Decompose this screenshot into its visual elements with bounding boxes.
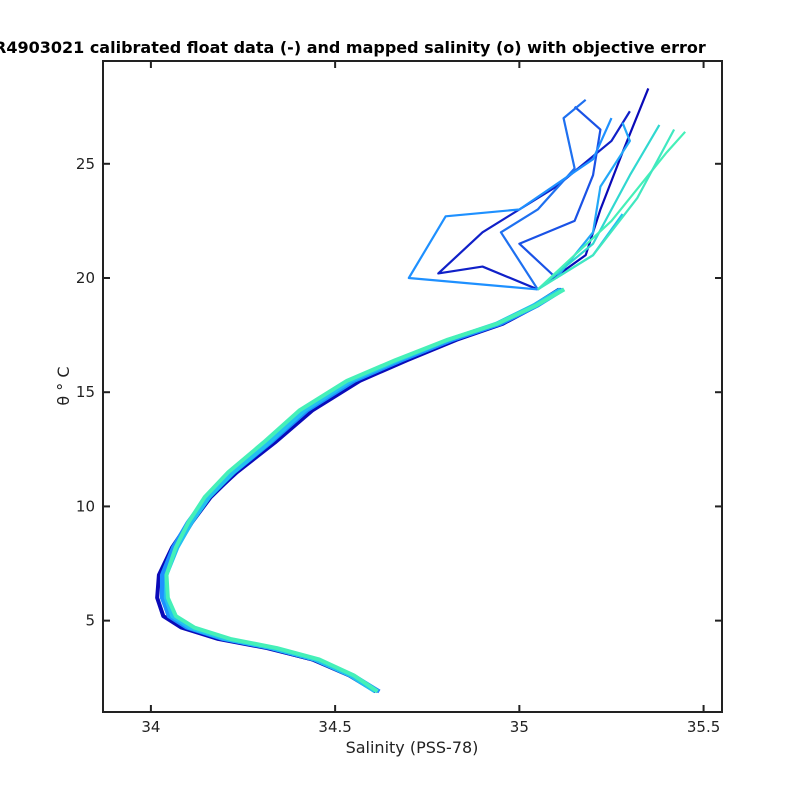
chart-title: R4903021 calibrated float data (-) and m… bbox=[0, 38, 706, 57]
profile-line bbox=[437, 110, 631, 291]
y-tick-label: 5 bbox=[85, 612, 95, 630]
y-tick-label: 10 bbox=[76, 497, 95, 515]
profile-line bbox=[162, 287, 564, 694]
x-tick-label: 35 bbox=[510, 718, 529, 736]
profile-line bbox=[159, 287, 565, 694]
y-tick-label: 15 bbox=[76, 383, 95, 401]
profile-line bbox=[164, 287, 566, 694]
profile-line bbox=[163, 287, 562, 694]
profile-line bbox=[555, 122, 631, 279]
axes-box bbox=[102, 60, 723, 713]
x-tick-label: 35.5 bbox=[687, 718, 720, 736]
profile-line bbox=[537, 131, 686, 291]
x-tick-label: 34 bbox=[141, 718, 160, 736]
plot-area bbox=[155, 87, 686, 694]
y-tick-label: 20 bbox=[76, 269, 95, 287]
profile-line bbox=[160, 287, 563, 694]
profile-line bbox=[499, 98, 587, 291]
y-axis-label: θ ° C bbox=[54, 366, 73, 405]
profile-line bbox=[407, 117, 613, 291]
axes-group: 34 34.5 35 35.5 5 10 15 20 25 bbox=[76, 60, 723, 736]
y-tick-label: 25 bbox=[76, 155, 95, 173]
x-axis-label: Salinity (PSS-78) bbox=[346, 738, 479, 757]
profile-line bbox=[537, 124, 661, 291]
x-tick-label: 34.5 bbox=[318, 718, 351, 736]
profile-line bbox=[518, 105, 602, 279]
profile-line bbox=[160, 287, 561, 694]
profile-line bbox=[537, 129, 676, 291]
profile-line bbox=[537, 87, 650, 291]
